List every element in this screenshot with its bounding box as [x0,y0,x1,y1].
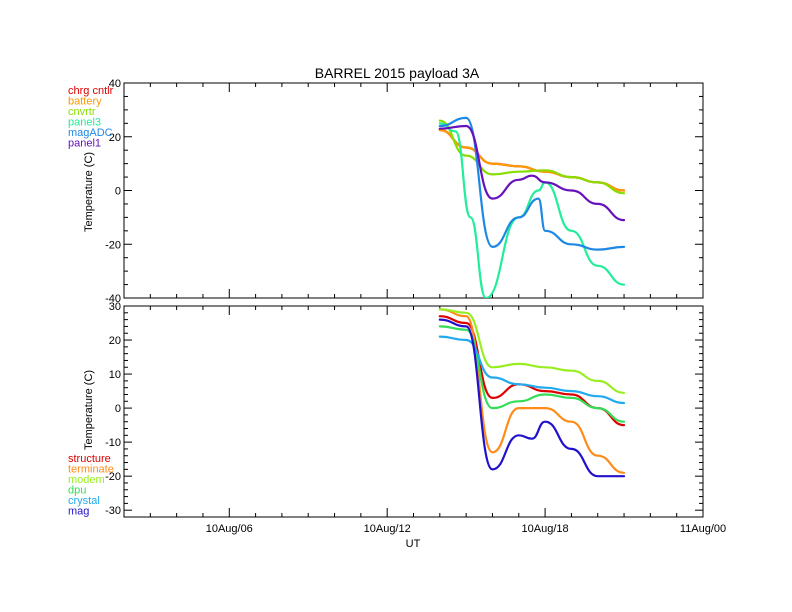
y-tick-label: -30 [105,505,121,517]
y-tick-label: 0 [115,186,121,198]
x-tick-label: 11Aug/00 [680,523,726,535]
legend-entry: battery [68,96,102,108]
y-tick-label: 40 [109,78,121,90]
x-axis-label: UT [406,538,421,550]
x-tick-label: 10Aug/18 [522,523,569,535]
y-tick-label: 20 [109,132,121,144]
series-line-mag [438,318,626,478]
x-tick-label: 10Aug/06 [206,523,253,535]
plot-frame [123,305,704,518]
y-tick-label: -20 [105,239,121,251]
bottom-panel: -30 -20 -10 0 10 20 30 10Aug/06 10Aug/12 10Aug/18… [68,301,726,535]
y-tick-label: 20 [109,335,121,347]
y-tick-label: -40 [105,293,121,305]
legend-entry: chrg cntlr [68,85,114,97]
legend-entry: modem [68,474,105,486]
series-line-modem [438,308,626,394]
legend-entry: structure [68,453,111,465]
series-line-panel3 [438,122,626,298]
legend-entry: dpu [68,485,86,497]
y-tick-label: 0 [115,403,121,415]
y-tick-label: 10 [109,369,121,381]
series-line-crystal [438,335,626,405]
series-line-terminate [438,308,626,474]
legend-entry: cnvrtr [68,106,96,118]
legend-entry: panel1 [68,138,101,150]
top-y-axis-label: Temperature (C) [83,152,95,232]
y-tick-label: 30 [109,301,121,313]
legend-entry: terminate [68,464,114,476]
series-line-panel1 [438,124,626,222]
y-tick-label: -20 [105,471,121,483]
bottom-y-axis-label: Temperature (C) [83,370,95,450]
chart-title: BARREL 2015 payload 3A [315,65,480,81]
series-line-cnvrtr [438,119,626,195]
y-tick-label: -10 [105,437,121,449]
legend-entry: crystal [68,495,100,507]
legend-entry: panel3 [68,117,101,129]
series-line-magADC [438,116,626,251]
legend-entry: mag [68,506,89,518]
x-tick-label: 10Aug/12 [364,523,411,535]
legend-entry: magADC [68,127,113,139]
